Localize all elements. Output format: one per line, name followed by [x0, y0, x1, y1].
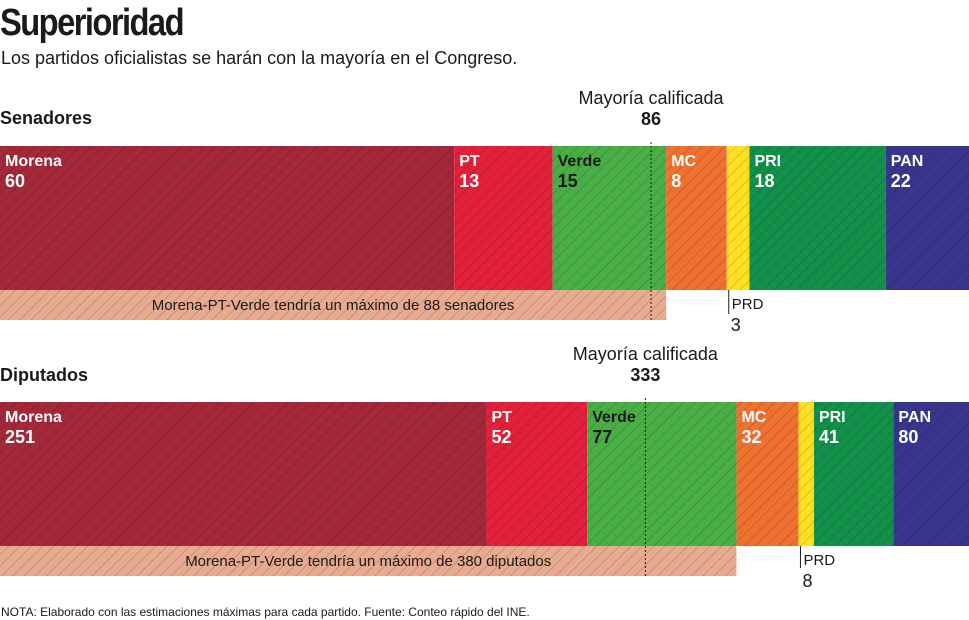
bar-hatch-pri-diputados [813, 402, 894, 546]
segment-value-pan-diputados: 80 [898, 427, 918, 447]
segment-value-pri-diputados: 41 [819, 427, 839, 447]
majority-label-senadores: Mayoría calificada 86 [579, 88, 724, 130]
segment-value-mc-senadores: 8 [671, 171, 681, 191]
bar-hatch-mc-senadores [666, 146, 727, 290]
segment-value-verde-senadores: 15 [558, 171, 578, 191]
coalition-label-diputados: Morena-PT-Verde tendría un máximo de 380… [185, 553, 551, 570]
segment-label-pt-diputados: PT [491, 409, 512, 426]
bar-hatch-morena-senadores [0, 146, 455, 290]
segment-value-morena-senadores: 60 [5, 171, 25, 191]
segment-label-pan-senadores: PAN [891, 153, 924, 170]
segment-label-prd-senadores: PRD [732, 296, 764, 313]
segment-label-morena-senadores: Morena [5, 153, 62, 170]
coalition-bar-hatch-diputados [0, 546, 737, 576]
chart-subtitle: Los partidos oficialistas se harán con l… [1, 48, 518, 68]
majority-value: 333 [630, 365, 661, 385]
bar-hatch-verde-senadores [552, 146, 667, 290]
bar-hatch-pt-diputados [486, 402, 588, 546]
bar-hatch-morena-diputados [0, 402, 487, 546]
segment-label-mc-senadores: MC [671, 153, 696, 170]
footnote: NOTA: Elaborado con las estimaciones máx… [1, 605, 530, 619]
segment-value-morena-diputados: 251 [5, 427, 35, 447]
majority-label-text: Mayoría calificada [572, 344, 718, 364]
majority-label-text: Mayoría calificada [578, 88, 724, 108]
segment-value-pan-senadores: 22 [891, 171, 911, 191]
segment-label-pri-diputados: PRI [819, 409, 846, 426]
bar-hatch-pt-senadores [454, 146, 553, 290]
segment-value-prd-diputados: 8 [802, 571, 812, 591]
segment-value-verde-diputados: 77 [592, 427, 612, 447]
segment-label-prd-diputados: PRD [803, 552, 835, 569]
bar-hatch-pan-senadores [885, 146, 969, 290]
bar-hatch-prd-senadores [726, 146, 750, 290]
chart-title: Superioridad [0, 2, 185, 44]
segment-label-pt-senadores: PT [459, 153, 480, 170]
segment-value-pri-senadores: 18 [754, 171, 774, 191]
segment-label-mc-diputados: MC [741, 409, 766, 426]
segment-label-verde-diputados: Verde [592, 409, 636, 426]
segment-value-pt-diputados: 52 [491, 427, 511, 447]
majority-label-diputados: Mayoría calificada 333 [573, 344, 718, 386]
coalition-label-senadores: Morena-PT-Verde tendría un máximo de 88 … [152, 297, 515, 314]
segment-value-pt-senadores: 13 [459, 171, 479, 191]
segment-label-pri-senadores: PRI [754, 153, 781, 170]
bar-hatch-prd-diputados [798, 402, 814, 546]
majority-value: 86 [641, 109, 662, 129]
segment-label-verde-senadores: Verde [558, 153, 602, 170]
bar-hatch-pan-diputados [893, 402, 969, 546]
segment-value-prd-senadores: 3 [731, 315, 741, 335]
section-title-diputados: Diputados [0, 365, 88, 385]
segment-label-pan-diputados: PAN [898, 409, 931, 426]
bar-hatch-pri-senadores [749, 146, 886, 290]
segment-value-mc-diputados: 32 [741, 427, 761, 447]
coalition-bar-hatch-senadores [0, 290, 667, 320]
bar-hatch-verde-diputados [587, 402, 737, 546]
segment-label-morena-diputados: Morena [5, 409, 62, 426]
section-title-senadores: Senadores [0, 108, 93, 128]
bar-hatch-mc-diputados [736, 402, 799, 546]
